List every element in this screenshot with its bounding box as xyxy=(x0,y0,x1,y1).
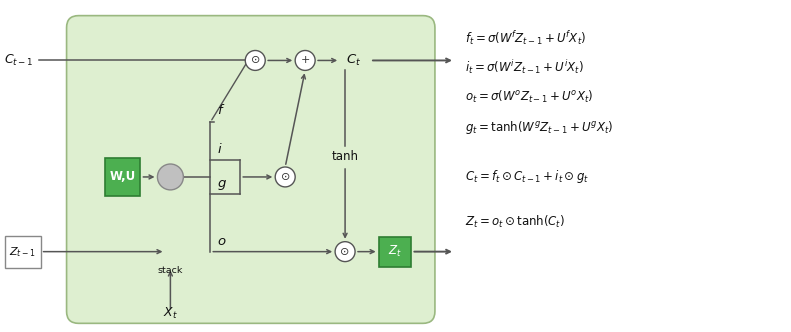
Text: f: f xyxy=(218,104,222,117)
Text: i: i xyxy=(218,143,221,156)
Text: g: g xyxy=(218,177,225,190)
Circle shape xyxy=(245,50,265,70)
FancyBboxPatch shape xyxy=(5,236,40,268)
Text: $X_t$: $X_t$ xyxy=(163,306,178,321)
FancyBboxPatch shape xyxy=(66,16,435,323)
Text: ⊙: ⊙ xyxy=(281,172,290,182)
Text: $Z_t$: $Z_t$ xyxy=(388,244,402,259)
Text: $i_t = \sigma(W^i Z_{t-1} + U^i X_t)$: $i_t = \sigma(W^i Z_{t-1} + U^i X_t)$ xyxy=(465,58,584,76)
Text: $f_t = \sigma(W^f Z_{t-1} + U^f X_t)$: $f_t = \sigma(W^f Z_{t-1} + U^f X_t)$ xyxy=(465,29,586,46)
Text: tanh: tanh xyxy=(331,149,358,163)
Text: $C_{t-1}$: $C_{t-1}$ xyxy=(4,53,33,68)
Text: W,U: W,U xyxy=(109,170,135,184)
FancyBboxPatch shape xyxy=(379,237,411,267)
Circle shape xyxy=(295,50,315,70)
Text: $C_t$: $C_t$ xyxy=(346,53,361,68)
FancyBboxPatch shape xyxy=(104,158,141,196)
Text: $g_t = \tanh(W^g Z_{t-1} + U^g X_t)$: $g_t = \tanh(W^g Z_{t-1} + U^g X_t)$ xyxy=(465,119,613,136)
Text: +: + xyxy=(301,55,310,65)
Text: ⊙: ⊙ xyxy=(251,55,260,65)
Text: o: o xyxy=(218,235,225,248)
Text: ⊙: ⊙ xyxy=(340,247,350,257)
Text: $C_t = f_t\odot C_{t-1} + i_t\odot g_t$: $C_t = f_t\odot C_{t-1} + i_t\odot g_t$ xyxy=(465,168,589,186)
Text: $Z_t = o_t\odot\tanh(C_t)$: $Z_t = o_t\odot\tanh(C_t)$ xyxy=(465,214,565,230)
Text: $o_t = \sigma(W^o Z_{t-1} + U^o X_t)$: $o_t = \sigma(W^o Z_{t-1} + U^o X_t)$ xyxy=(465,89,593,105)
Circle shape xyxy=(157,164,184,190)
Text: stack: stack xyxy=(157,266,183,275)
Text: $Z_{t-1}$: $Z_{t-1}$ xyxy=(9,245,36,259)
Circle shape xyxy=(275,167,295,187)
Circle shape xyxy=(335,242,355,262)
